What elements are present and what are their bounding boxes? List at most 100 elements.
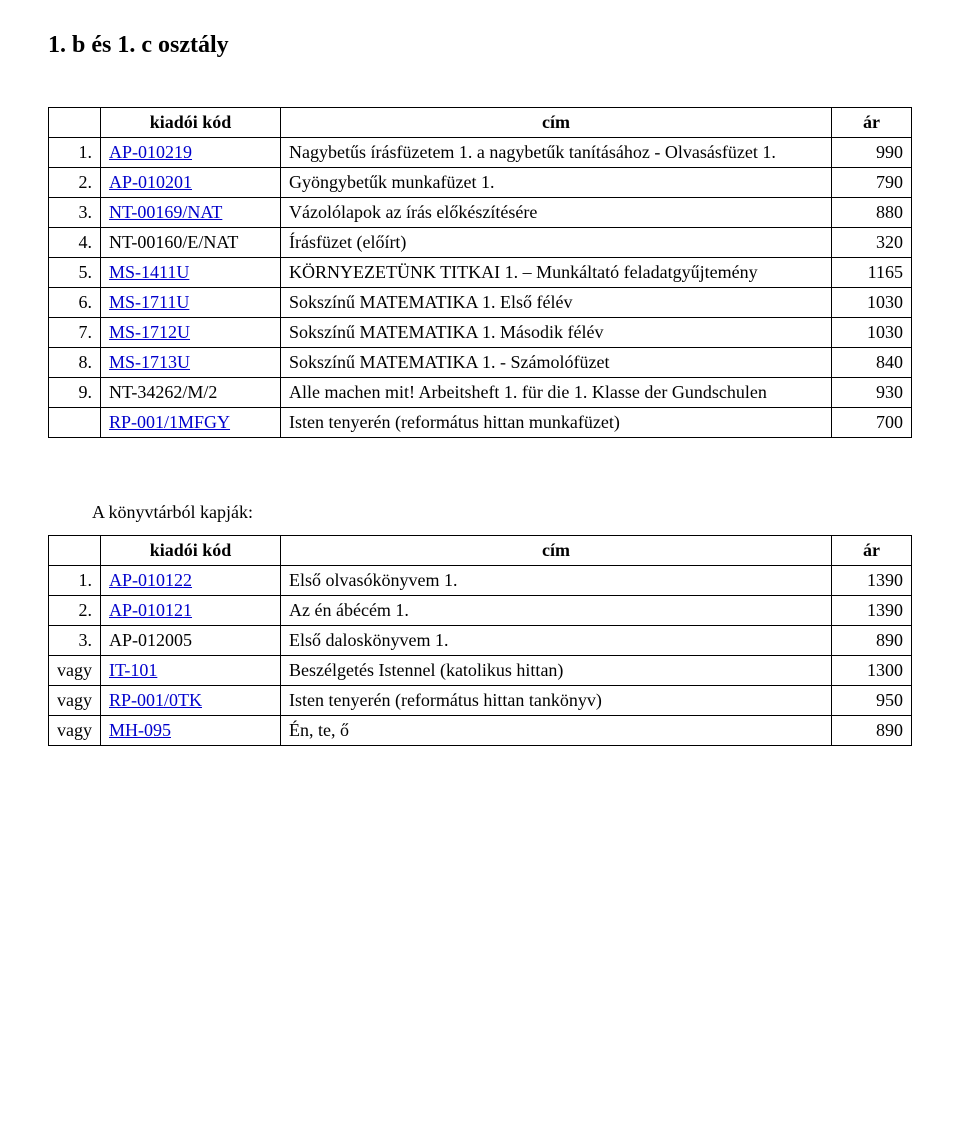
code-link[interactable]: MS-1411U xyxy=(109,262,189,282)
row-title: Isten tenyerén (református hittan munkaf… xyxy=(281,408,832,438)
table-row: 6. MS-1711U Sokszínű MATEMATIKA 1. Első fé… xyxy=(49,288,912,318)
code-link[interactable]: MH-095 xyxy=(109,720,171,740)
code-link[interactable]: RP-001/0TK xyxy=(109,690,202,710)
code-link[interactable]: RP-001/1MFGY xyxy=(109,412,230,432)
row-price: 950 xyxy=(832,686,912,716)
table-row: 3. NT-00169/NAT Vázolólapok az írás előkés… xyxy=(49,198,912,228)
table-row: RP-001/1MFGY Isten tenyerén (református h… xyxy=(49,408,912,438)
row-title: Első daloskönyvem 1. xyxy=(281,626,832,656)
row-number: 2. xyxy=(49,168,101,198)
table-row: 1. AP-010122 Első olvasókönyvem 1.1390 xyxy=(49,566,912,596)
row-title: Gyöngybetűk munkafüzet 1. xyxy=(281,168,832,198)
header-code: kiadói kód xyxy=(101,536,281,566)
row-code: AP-010219 xyxy=(101,138,281,168)
row-number: 5. xyxy=(49,258,101,288)
row-code: RP-001/1MFGY xyxy=(101,408,281,438)
code-link[interactable]: NT-00169/NAT xyxy=(109,202,222,222)
table-row: vagy IT-101 Beszélgetés Istennel (katoliku… xyxy=(49,656,912,686)
code-link[interactable]: AP-010219 xyxy=(109,142,192,162)
row-number: 8. xyxy=(49,348,101,378)
header-price: ár xyxy=(832,536,912,566)
row-price: 700 xyxy=(832,408,912,438)
code-link[interactable]: MS-1713U xyxy=(109,352,190,372)
row-code: MS-1411U xyxy=(101,258,281,288)
row-price: 890 xyxy=(832,626,912,656)
row-number: vagy xyxy=(49,716,101,746)
row-title: Vázolólapok az írás előkészítésére xyxy=(281,198,832,228)
table-header-row: kiadói kód cím ár xyxy=(49,536,912,566)
row-price: 930 xyxy=(832,378,912,408)
table-row: 8. MS-1713U Sokszínű MATEMATIKA 1. - Számo… xyxy=(49,348,912,378)
table-row: vagy RP-001/0TK Isten tenyerén (református… xyxy=(49,686,912,716)
row-code: AP-010122 xyxy=(101,566,281,596)
row-price: 840 xyxy=(832,348,912,378)
row-title: Beszélgetés Istennel (katolikus hittan) xyxy=(281,656,832,686)
row-title: Isten tenyerén (református hittan tankön… xyxy=(281,686,832,716)
row-code: AP-012005 xyxy=(101,626,281,656)
table-row: 2. AP-010121 Az én ábécém 1.1390 xyxy=(49,596,912,626)
row-price: 1390 xyxy=(832,596,912,626)
row-price: 790 xyxy=(832,168,912,198)
row-number: vagy xyxy=(49,686,101,716)
code-link[interactable]: IT-101 xyxy=(109,660,157,680)
row-code: MH-095 xyxy=(101,716,281,746)
row-title: Sokszínű MATEMATIKA 1. - Számolófüzet xyxy=(281,348,832,378)
row-number xyxy=(49,408,101,438)
table-row: 7. MS-1712U Sokszínű MATEMATIKA 1. Második… xyxy=(49,318,912,348)
row-number: vagy xyxy=(49,656,101,686)
book-table-1: kiadói kód cím ár 1.AP-010219Nagybetűs í… xyxy=(48,107,912,438)
row-price: 1390 xyxy=(832,566,912,596)
row-code: NT-00169/NAT xyxy=(101,198,281,228)
row-code: NT-34262/M/2 xyxy=(101,378,281,408)
row-title: Az én ábécém 1. xyxy=(281,596,832,626)
table-row: 5. MS-1411U KÖRNYEZETÜNK TITKAI 1. – Munká… xyxy=(49,258,912,288)
row-title: Én, te, ő xyxy=(281,716,832,746)
row-title: Első olvasókönyvem 1. xyxy=(281,566,832,596)
header-title: cím xyxy=(281,108,832,138)
table-row: 9.NT-34262/M/2Alle machen mit! Arbeitshe… xyxy=(49,378,912,408)
row-title: Írásfüzet (előírt) xyxy=(281,228,832,258)
code-link[interactable]: AP-010121 xyxy=(109,600,192,620)
table-row: 3.AP-012005Első daloskönyvem 1.890 xyxy=(49,626,912,656)
book-table-2: kiadói kód cím ár 1. AP-010122 Első olvasó… xyxy=(48,535,912,746)
row-price: 890 xyxy=(832,716,912,746)
row-price: 990 xyxy=(832,138,912,168)
table-row: 4.NT-00160/E/NATÍrásfüzet (előírt)320 xyxy=(49,228,912,258)
row-code: IT-101 xyxy=(101,656,281,686)
code-link[interactable]: AP-010122 xyxy=(109,570,192,590)
row-number: 7. xyxy=(49,318,101,348)
row-price: 1165 xyxy=(832,258,912,288)
table-row: 2. AP-010201 Gyöngybetűk munkafüzet 1.790 xyxy=(49,168,912,198)
row-code: MS-1712U xyxy=(101,318,281,348)
row-code: MS-1713U xyxy=(101,348,281,378)
row-number: 1. xyxy=(49,566,101,596)
row-code: AP-010121 xyxy=(101,596,281,626)
table-row: vagy MH-095 Én, te, ő890 xyxy=(49,716,912,746)
page-title: 1. b és 1. c osztály xyxy=(48,32,912,59)
code-link[interactable]: AP-010201 xyxy=(109,172,192,192)
row-number: 3. xyxy=(49,626,101,656)
row-price: 880 xyxy=(832,198,912,228)
row-code: MS-1711U xyxy=(101,288,281,318)
header-title: cím xyxy=(281,536,832,566)
row-title: KÖRNYEZETÜNK TITKAI 1. – Munkáltató fela… xyxy=(281,258,832,288)
row-code: AP-010201 xyxy=(101,168,281,198)
row-number: 9. xyxy=(49,378,101,408)
row-title: Nagybetűs írásfüzetem 1. a nagybetűk tan… xyxy=(281,138,832,168)
row-number: 2. xyxy=(49,596,101,626)
row-price: 1300 xyxy=(832,656,912,686)
row-number: 4. xyxy=(49,228,101,258)
row-price: 1030 xyxy=(832,288,912,318)
table-row: 1.AP-010219Nagybetűs írásfüzetem 1. a na… xyxy=(49,138,912,168)
row-title: Sokszínű MATEMATIKA 1. Első félév xyxy=(281,288,832,318)
header-code: kiadói kód xyxy=(101,108,281,138)
row-number: 3. xyxy=(49,198,101,228)
row-title: Sokszínű MATEMATIKA 1. Második félév xyxy=(281,318,832,348)
code-link[interactable]: MS-1712U xyxy=(109,322,190,342)
code-link[interactable]: MS-1711U xyxy=(109,292,189,312)
row-price: 320 xyxy=(832,228,912,258)
table-header-row: kiadói kód cím ár xyxy=(49,108,912,138)
row-code: RP-001/0TK xyxy=(101,686,281,716)
row-code: NT-00160/E/NAT xyxy=(101,228,281,258)
row-number: 6. xyxy=(49,288,101,318)
